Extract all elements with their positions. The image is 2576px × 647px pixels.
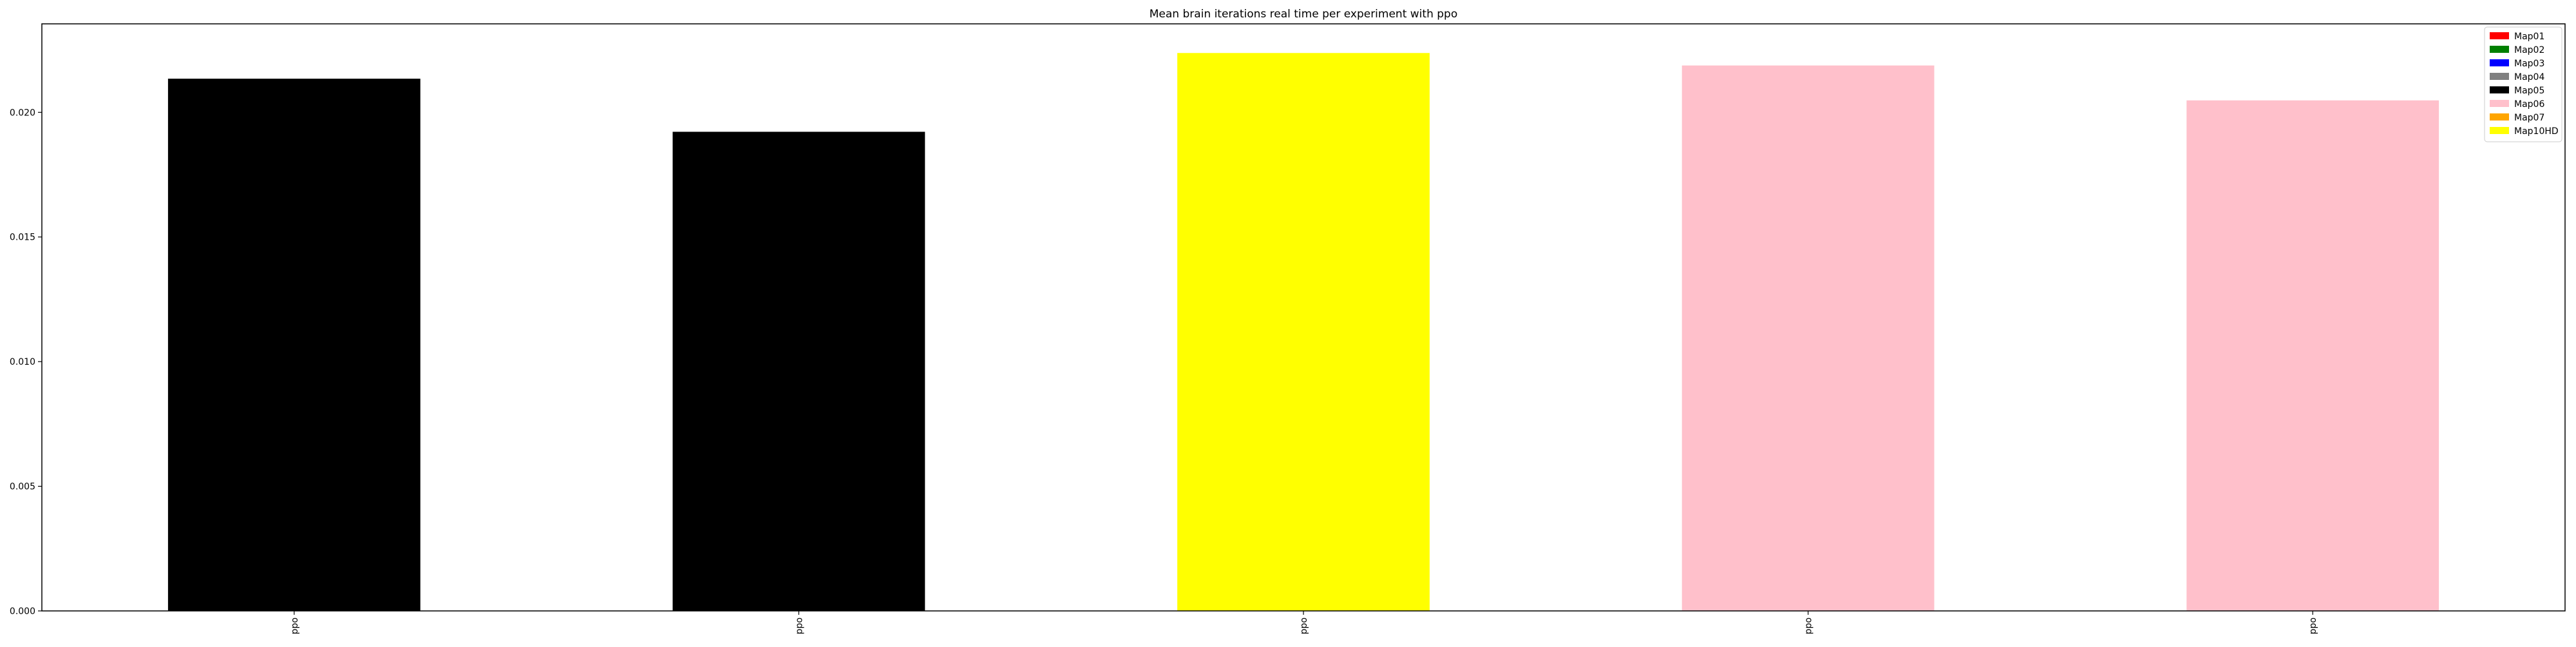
bar: [167, 79, 421, 612]
bar: [672, 131, 925, 611]
legend-swatch: [2490, 32, 2509, 39]
x-tick-label: ppo: [794, 617, 804, 634]
x-axis: ppo ppo ppo ppo ppo: [290, 611, 2318, 634]
legend-swatch: [2490, 46, 2509, 53]
legend-box: [2484, 26, 2562, 142]
plot-frame: [41, 23, 2566, 612]
legend-swatch: [2490, 127, 2509, 134]
legend-label: Map05: [2514, 86, 2544, 96]
x-tick-label: ppo: [1804, 617, 1814, 634]
legend-label: Map03: [2514, 59, 2544, 69]
y-tick-label: 0.000: [10, 606, 35, 617]
legend-swatch: [2490, 86, 2509, 93]
legend-swatch: [2490, 100, 2509, 107]
legend-label: Map04: [2514, 72, 2544, 82]
bars-layer: [167, 53, 2439, 612]
x-tick-label: ppo: [290, 617, 300, 634]
y-axis: 0.000 0.005 0.010 0.015 0.020: [10, 108, 42, 617]
x-tick-label: ppo: [1299, 617, 1309, 634]
legend-label: Map07: [2514, 113, 2544, 123]
legend-swatch: [2490, 113, 2509, 121]
bar: [2186, 100, 2439, 612]
y-tick-label: 0.010: [10, 357, 35, 367]
legend-label: Map02: [2514, 45, 2544, 55]
legend: Map01 Map02 Map03 Map04 Map05 Map06 Map07 Map10…: [2484, 26, 2562, 142]
legend-label: Map10HD: [2514, 126, 2559, 137]
x-tick-label: ppo: [2308, 617, 2318, 634]
chart-title: Mean brain iterations real time per expe…: [1150, 8, 1457, 21]
bar: [1681, 65, 1935, 612]
y-tick-label: 0.020: [10, 108, 35, 118]
legend-label: Map01: [2514, 32, 2544, 42]
legend-swatch: [2490, 59, 2509, 66]
y-tick-label: 0.005: [10, 482, 35, 492]
legend-label: Map06: [2514, 99, 2544, 110]
y-tick-label: 0.015: [10, 233, 35, 243]
bar: [1177, 53, 1430, 611]
legend-swatch: [2490, 73, 2509, 80]
